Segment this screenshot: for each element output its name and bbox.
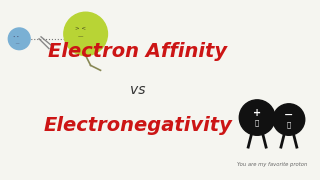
- Text: —: —: [78, 34, 84, 39]
- Circle shape: [64, 12, 108, 56]
- Circle shape: [273, 104, 305, 135]
- Text: ‿: ‿: [16, 40, 19, 44]
- Text: −: −: [284, 110, 293, 120]
- Text: Electron Affinity: Electron Affinity: [48, 42, 227, 60]
- Text: vs: vs: [130, 83, 146, 97]
- Text: Electronegativity: Electronegativity: [43, 116, 232, 135]
- Text: > <: > <: [75, 26, 86, 31]
- Text: ⌣: ⌣: [255, 119, 259, 126]
- Text: • •: • •: [13, 35, 19, 39]
- Circle shape: [239, 100, 275, 135]
- Text: +: +: [253, 108, 261, 118]
- Circle shape: [8, 28, 30, 50]
- Text: You are my favorite proton: You are my favorite proton: [237, 162, 308, 167]
- Text: ⌣: ⌣: [287, 121, 291, 128]
